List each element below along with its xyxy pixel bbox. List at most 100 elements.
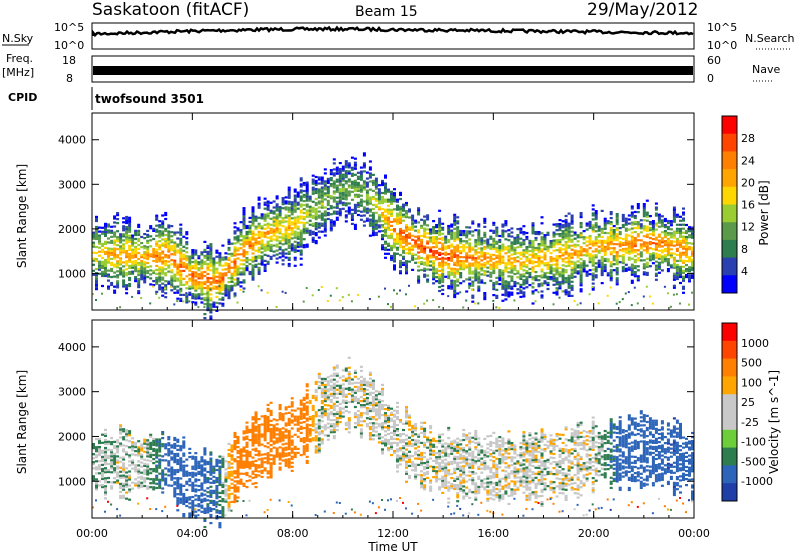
power-echo-cell xyxy=(555,267,559,270)
power-echo-cell xyxy=(597,263,601,266)
power-echo-cell xyxy=(432,276,436,279)
power-echo-cell xyxy=(669,222,673,225)
power-echo-cell xyxy=(582,236,586,239)
power-echo-cell xyxy=(688,278,691,281)
power-echo-cell xyxy=(362,170,366,173)
power-echo-cell xyxy=(296,215,300,218)
power-echo-cell xyxy=(203,296,207,300)
power-echo-cell xyxy=(453,237,457,240)
power-echo-cell xyxy=(245,238,249,242)
power-echo-cell xyxy=(636,257,640,260)
velocity-echo-cell xyxy=(149,470,153,473)
power-echo-cell xyxy=(176,267,180,270)
velocity-echo-cell xyxy=(176,487,180,490)
velocity-echo-cell xyxy=(116,451,120,454)
power-echo-cell xyxy=(510,265,514,268)
power-echo-cell xyxy=(522,269,526,272)
power-echo-cell xyxy=(612,235,616,238)
power-echo-cell xyxy=(140,276,144,279)
power-echo-cell xyxy=(110,283,114,287)
power-echo-cell xyxy=(456,292,460,295)
power-echo-cell xyxy=(305,203,309,206)
velocity-echo-cell xyxy=(173,457,177,460)
power-echo-cell xyxy=(188,285,192,288)
power-echo-cell xyxy=(522,225,526,228)
power-echo-cell xyxy=(212,281,216,284)
power-echo-cell xyxy=(633,251,637,254)
power-echo-cell xyxy=(582,262,586,265)
power-echo-cell xyxy=(161,230,165,233)
power-echo-cell xyxy=(660,259,664,262)
velocity-echo-cell xyxy=(140,455,144,458)
power-echo-cell xyxy=(128,266,132,269)
power-echo-cell xyxy=(513,256,517,260)
velocity-echo-cell xyxy=(104,487,107,490)
power-echo-cell xyxy=(296,225,300,228)
power-echo-cell xyxy=(110,239,114,242)
power-echo-cell xyxy=(98,272,101,275)
power-echo-cell xyxy=(480,241,484,244)
power-echo-cell xyxy=(489,237,493,240)
power-echo-cell xyxy=(417,265,421,268)
power-echo-cell xyxy=(669,256,673,259)
power-echo-cell xyxy=(374,197,378,200)
power-echo-cell xyxy=(236,277,240,280)
velocity-echo-cell xyxy=(176,501,180,504)
power-echo-cell xyxy=(570,276,574,279)
power-echo-cell xyxy=(651,230,655,233)
power-echo-cell xyxy=(326,193,330,196)
power-echo-cell xyxy=(137,243,141,247)
power-echo-cell xyxy=(495,234,499,237)
power-echo-cell xyxy=(293,226,297,229)
power-echo-cell xyxy=(624,267,628,270)
power-echo-cell xyxy=(152,255,156,259)
power-echo-cell xyxy=(149,225,153,228)
power-echo-cell xyxy=(95,237,98,241)
power-echo-cell xyxy=(447,285,451,288)
power-echo-cell xyxy=(468,246,472,249)
velocity-echo-cell xyxy=(140,449,144,452)
velocity-echo-cell xyxy=(125,483,129,486)
power-echo-cell xyxy=(338,196,342,199)
power-echo-cell xyxy=(483,231,487,234)
power-echo-cell xyxy=(420,218,424,221)
power-echo-cell xyxy=(564,251,568,254)
power-echo-cell xyxy=(233,258,237,261)
power-echo-cell xyxy=(555,229,559,232)
power-echo-cell xyxy=(513,258,517,262)
power-echo-cell xyxy=(263,263,267,266)
power-echo-cell xyxy=(194,289,198,292)
power-echo-cell xyxy=(411,222,415,225)
power-echo-cell xyxy=(679,215,682,218)
power-echo-cell xyxy=(353,181,357,184)
velocity-echo-cell xyxy=(188,451,192,455)
nsky-tick-top: 10^5 xyxy=(54,21,84,34)
power-echo-cell xyxy=(534,257,538,260)
power-echo-cell xyxy=(549,240,553,243)
power-echo-cell xyxy=(293,236,297,239)
power-echo-cell xyxy=(314,226,318,229)
power-echo-cell xyxy=(116,266,120,269)
power-echo-cell xyxy=(95,282,98,285)
power-echo-cell xyxy=(402,209,405,212)
power-echo-cell xyxy=(350,172,354,175)
power-echo-cell xyxy=(423,245,427,248)
power-echo-cell xyxy=(504,298,508,301)
power-echo-cell xyxy=(251,238,255,241)
power-echo-cell xyxy=(414,305,417,308)
power-echo-cell xyxy=(353,193,357,196)
power-echo-cell xyxy=(402,257,405,260)
power-echo-cell xyxy=(368,298,371,300)
power-echo-cell xyxy=(639,239,643,242)
power-echo-cell xyxy=(344,220,348,223)
power-echo-cell xyxy=(179,275,183,278)
power-echo-cell xyxy=(236,227,240,230)
power-echo-cell xyxy=(95,219,98,223)
power-echo-cell xyxy=(185,295,189,298)
power-echo-cell xyxy=(474,275,478,278)
power-echo-cell xyxy=(387,198,390,201)
power-echo-cell xyxy=(474,279,478,282)
power-echo-cell xyxy=(630,207,634,210)
velocity-echo-cell xyxy=(95,454,98,457)
power-echo-cell xyxy=(636,211,640,214)
